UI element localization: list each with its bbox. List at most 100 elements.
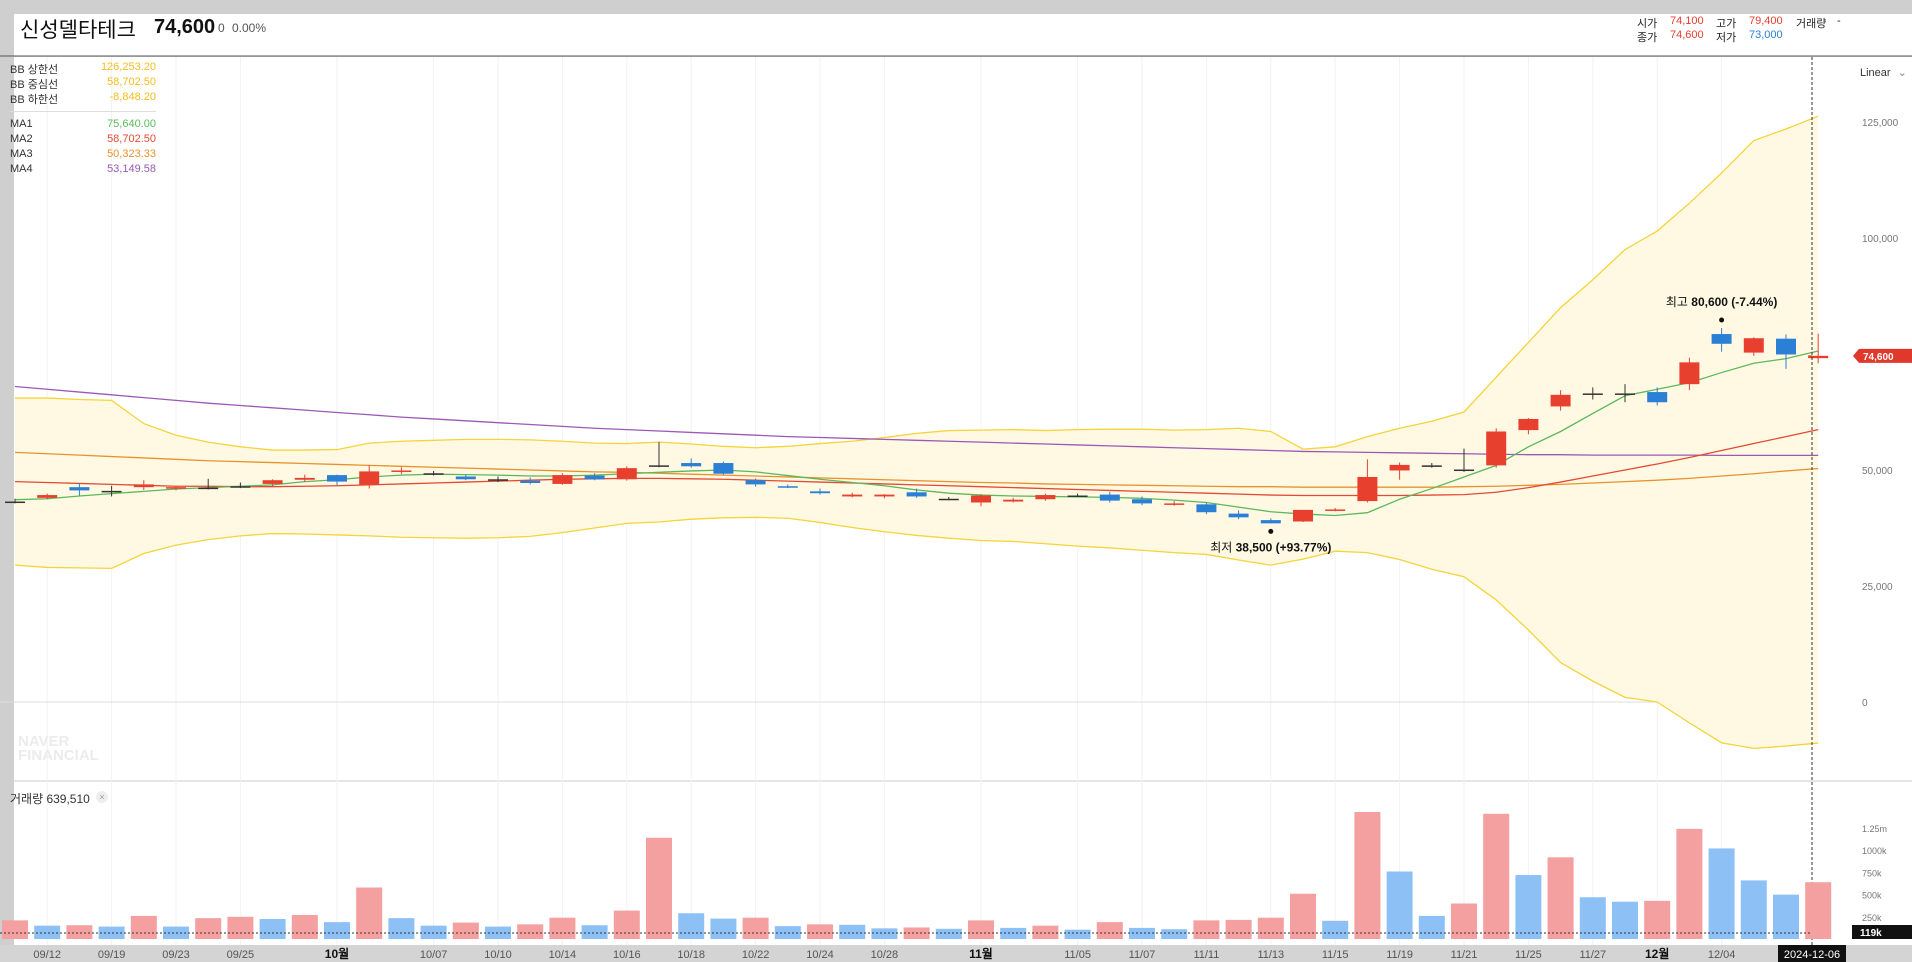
volume-bar <box>452 922 479 939</box>
volume-bar <box>517 924 544 939</box>
volume-bar <box>1676 828 1703 939</box>
volume-bar <box>871 928 898 939</box>
volume-bar <box>388 918 415 939</box>
candle-body <box>262 480 283 484</box>
cursor-date-label: 2024-12-06 <box>1784 949 1840 961</box>
candle-body <box>649 465 669 467</box>
bb-upper-line <box>15 115 1819 451</box>
bb-legend-label: BB 하한선 <box>10 94 59 106</box>
volume-bar <box>613 910 640 939</box>
volume-bar <box>1225 919 1252 939</box>
bb-legend: BB 상한선 126,253.20 BB 중심선 58,702.50 BB 하한선 -8,… <box>10 61 156 116</box>
candlesticks <box>5 328 1829 524</box>
watermark-logo: NAVER FINANCIAL <box>18 734 99 764</box>
close-value: 74,600 <box>1670 29 1704 41</box>
candle-body <box>520 480 541 483</box>
candle-body <box>1389 464 1410 471</box>
volume-bars <box>0 812 1832 939</box>
date-tick-label: 09/23 <box>162 949 190 961</box>
volume-axis: 1.25m 1000k 750k 500k 250k 119k <box>1852 824 1912 939</box>
volume-bar <box>1483 813 1510 939</box>
volume-bar <box>1257 917 1284 939</box>
candle-body <box>1035 495 1056 500</box>
bb-legend-row: BB 중심선 58,702.50 <box>10 76 156 91</box>
volume-bar <box>742 917 769 939</box>
close-icon[interactable]: × <box>96 791 108 803</box>
stock-header: 신성델타테크 74,600 0 0.00% 시가 74,100 고가 79,40… <box>14 14 1912 57</box>
volume-bar <box>1096 922 1123 939</box>
candle-body <box>1679 362 1700 385</box>
current-price-label: 74,600 <box>1863 352 1894 363</box>
ma4-line <box>14 385 1819 457</box>
candle-body <box>1003 499 1024 502</box>
candle-body <box>198 487 219 490</box>
candle-body <box>906 492 927 497</box>
cursor-date-tag <box>1778 945 1846 962</box>
volume-bar <box>1386 871 1413 939</box>
volume-tick-label: 1000k <box>1862 846 1887 856</box>
date-axis: 09/12 09/19 09/23 09/25 10월 10/07 10/10 10/14 10… <box>0 945 1912 962</box>
candle-body <box>1808 355 1829 359</box>
candle-body <box>1647 392 1668 403</box>
ma-legend-value: 53,149.58 <box>107 163 156 175</box>
bb-legend-label: BB 중심선 <box>10 79 59 91</box>
volume-bar <box>839 924 866 939</box>
candle-body <box>1421 465 1442 467</box>
candle-body <box>1518 418 1539 431</box>
candle-body <box>1711 334 1732 344</box>
candle-body <box>745 480 766 485</box>
volume-bar <box>968 920 994 939</box>
scale-toggle-button[interactable]: Linear ⌄ <box>1860 66 1907 79</box>
high-value: 79,400 <box>1749 15 1783 27</box>
volume-bar <box>98 926 125 939</box>
price-tick-label: 50,000 <box>1862 466 1893 477</box>
volume-title: 거래량 639,510 <box>10 792 90 806</box>
date-tick-label: 10/07 <box>420 949 448 961</box>
candle-body <box>1325 509 1346 511</box>
candle-body <box>101 490 122 493</box>
high-label: 고가 <box>1716 18 1737 30</box>
volume-bar <box>420 925 447 939</box>
ma2-line <box>14 428 1819 497</box>
date-tick-label: 10/16 <box>613 949 641 961</box>
bb-legend-value: -8,848.20 <box>109 91 156 103</box>
volume-bar <box>807 924 833 939</box>
volume-cursor-tag <box>1852 925 1912 939</box>
date-tick-label: 11/25 <box>1515 949 1542 961</box>
candle-body <box>874 494 895 497</box>
candle-body <box>37 495 58 498</box>
chevron-down-icon: ⌄ <box>1897 67 1907 79</box>
volume-bar <box>1064 929 1091 939</box>
candle-body <box>5 501 25 504</box>
bollinger-band-fill <box>15 116 1819 749</box>
volume-bar <box>34 925 61 939</box>
candle-body <box>1067 495 1088 498</box>
stock-change-pct: 0.00% <box>232 21 267 35</box>
close-label: 종가 <box>1637 32 1658 44</box>
candle-body <box>1164 503 1185 505</box>
stock-change: 0 <box>218 21 225 35</box>
candle-body <box>69 487 90 491</box>
date-tick-label: 11월 <box>969 946 993 961</box>
volume-bar <box>646 837 672 939</box>
ma-legend-row: MA3 50,323.33 <box>10 148 156 163</box>
volume-bar <box>130 915 157 939</box>
volume-bar <box>1451 903 1477 939</box>
volume-bar <box>356 887 383 939</box>
bb-area <box>15 116 1819 749</box>
date-tick-label: 11/21 <box>1451 949 1478 961</box>
candle-body <box>1743 338 1764 353</box>
ma-legend-row: MA2 58,702.50 <box>10 133 156 148</box>
watermark-line-2: FINANCIAL <box>18 747 99 764</box>
date-tick-label: 10/10 <box>484 949 512 961</box>
volume-bar <box>1322 920 1349 939</box>
ma-legend-value: 58,702.50 <box>107 133 156 145</box>
candle-body <box>810 491 830 494</box>
volume-bar <box>710 918 737 939</box>
volume-bar <box>1290 893 1316 939</box>
volume-bar <box>195 918 222 939</box>
date-tick-label: 11/15 <box>1322 949 1349 961</box>
candle-body <box>681 463 702 467</box>
open-label: 시가 <box>1637 18 1658 30</box>
